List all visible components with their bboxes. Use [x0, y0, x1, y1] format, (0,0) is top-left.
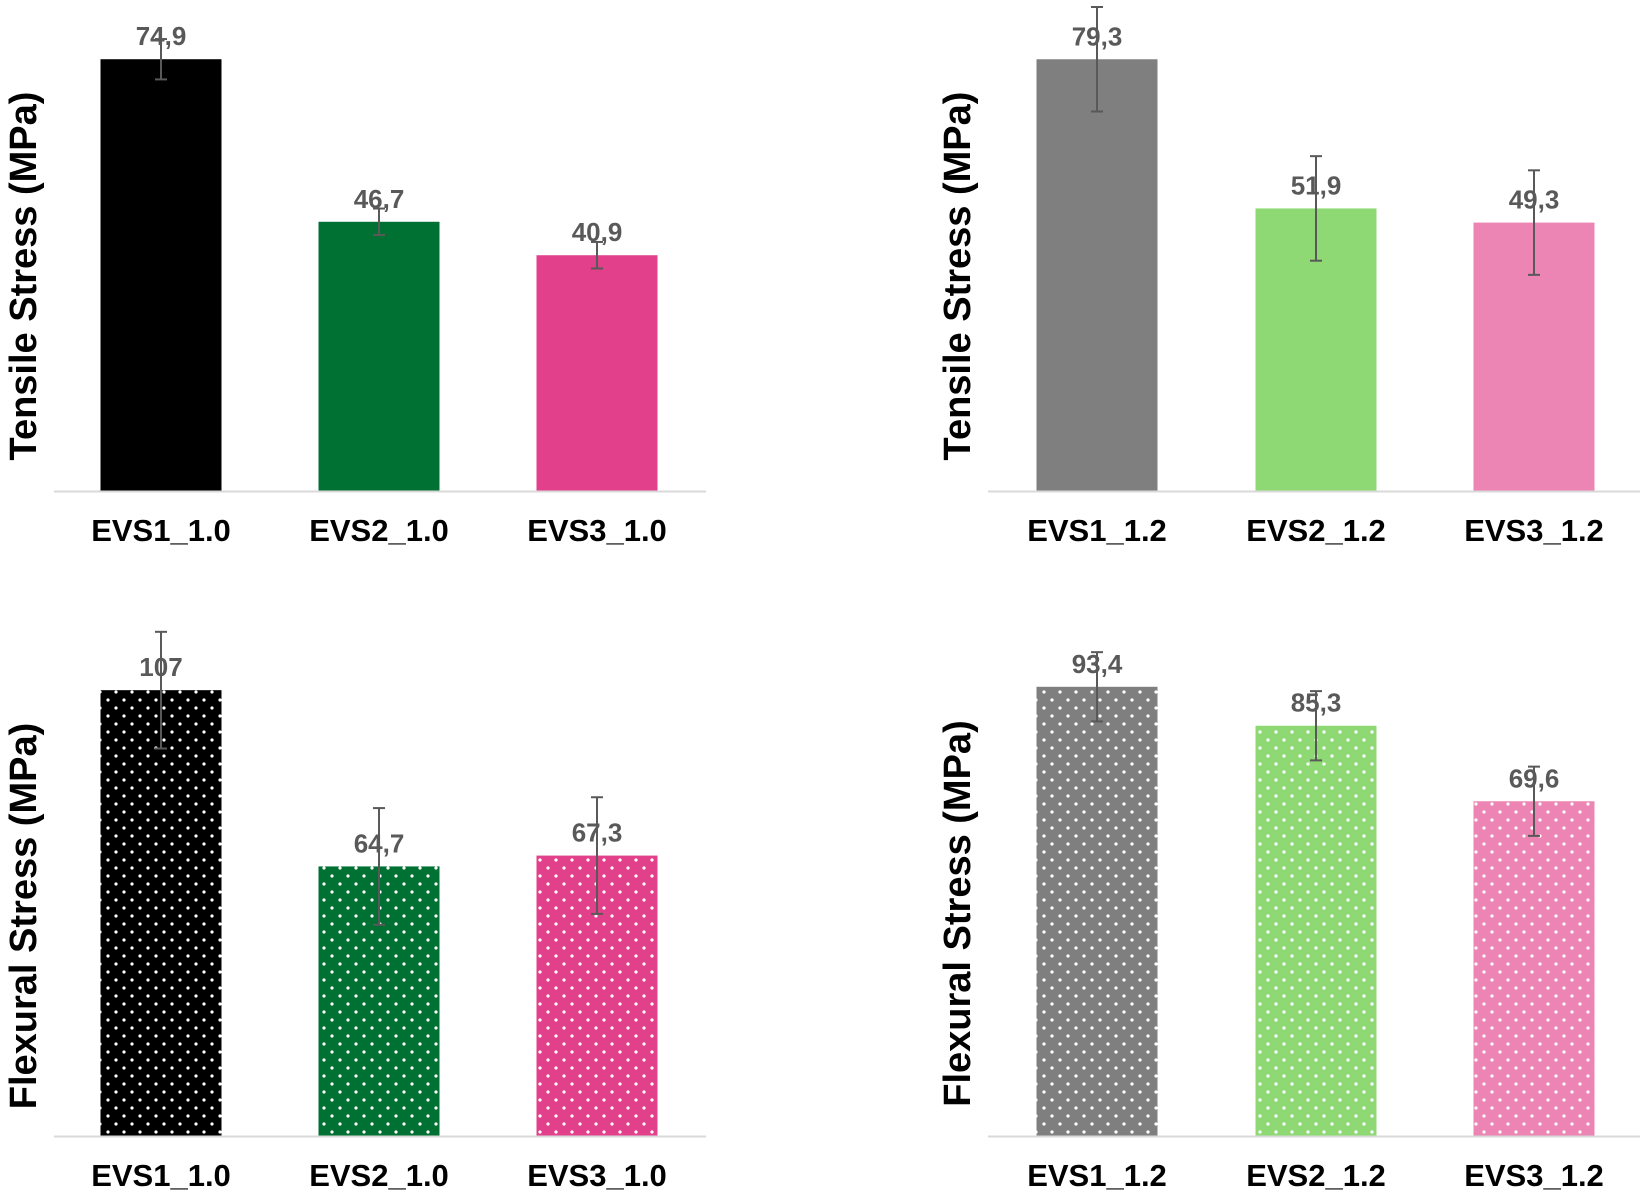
error-bar-2-chart-4: [1310, 690, 1322, 762]
error-bar-3-chart-1: [591, 240, 603, 270]
error-bar-2-chart-2: [1310, 155, 1322, 262]
data-label-3-chart-3: 67,3: [572, 818, 623, 848]
data-label-2-chart-1: 46,7: [354, 184, 405, 214]
error-bar-3-chart-3: [591, 796, 603, 915]
x-tick-label-3-chart-2: EVS3_1.2: [1464, 513, 1604, 548]
bar-pattern-1-chart-3: [100, 690, 222, 1136]
x-tick-label-1-chart-2: EVS1_1.2: [1027, 513, 1167, 548]
bar-evs2-1-0-chart-1: [318, 221, 440, 491]
data-label-1-chart-3: 107: [139, 652, 182, 682]
bar-evs1-1-2-chart-2: [1036, 59, 1158, 491]
bar-pattern-3-chart-4: [1473, 801, 1595, 1136]
error-bar-3-chart-2: [1528, 169, 1540, 276]
error-bar-1-chart-3: [155, 630, 167, 750]
bar-evs1-1-0-chart-1: [100, 59, 222, 491]
data-label-2-chart-4: 85,3: [1291, 688, 1342, 718]
error-bar-1-chart-4: [1091, 651, 1103, 723]
x-tick-label-2-chart-4: EVS2_1.2: [1246, 1158, 1386, 1193]
x-tick-label-1-chart-1: EVS1_1.0: [91, 513, 231, 548]
y-axis-label-1: Tensile Stress (MPa): [3, 92, 45, 461]
bar-pattern-1-chart-4: [1036, 686, 1158, 1136]
data-label-1-chart-2: 79,3: [1072, 21, 1123, 51]
x-tick-label-1-chart-3: EVS1_1.0: [91, 1158, 231, 1193]
x-tick-label-2-chart-2: EVS2_1.2: [1246, 513, 1386, 548]
error-bar-2-chart-3: [373, 807, 385, 926]
data-label-3-chart-4: 69,6: [1509, 763, 1560, 793]
x-tick-label-3-chart-4: EVS3_1.2: [1464, 1158, 1604, 1193]
error-bar-2-chart-1: [373, 207, 385, 237]
data-label-3-chart-2: 49,3: [1509, 185, 1560, 215]
data-label-3-chart-1: 40,9: [572, 217, 623, 247]
y-axis-label-4: Flexural Stress (MPa): [937, 720, 979, 1106]
x-tick-label-2-chart-1: EVS2_1.0: [309, 513, 449, 548]
data-label-1-chart-4: 93,4: [1072, 649, 1123, 679]
error-bar-3-chart-4: [1528, 765, 1540, 837]
bar-evs3-1-0-chart-1: [536, 255, 658, 491]
data-label-1-chart-1: 74,9: [136, 21, 187, 51]
y-axis-label-3: Flexural Stress (MPa): [3, 723, 45, 1109]
x-tick-label-3-chart-1: EVS3_1.0: [527, 513, 667, 548]
x-tick-label-2-chart-3: EVS2_1.0: [309, 1158, 449, 1193]
x-tick-label-3-chart-3: EVS3_1.0: [527, 1158, 667, 1193]
data-label-2-chart-2: 51,9: [1291, 170, 1342, 200]
data-label-2-chart-3: 64,7: [354, 828, 405, 858]
y-axis-label-2: Tensile Stress (MPa): [937, 92, 979, 461]
bar-pattern-2-chart-4: [1255, 725, 1377, 1136]
error-bar-1-chart-1: [155, 38, 167, 81]
error-bar-1-chart-2: [1091, 5, 1103, 113]
x-tick-label-1-chart-4: EVS1_1.2: [1027, 1158, 1167, 1193]
